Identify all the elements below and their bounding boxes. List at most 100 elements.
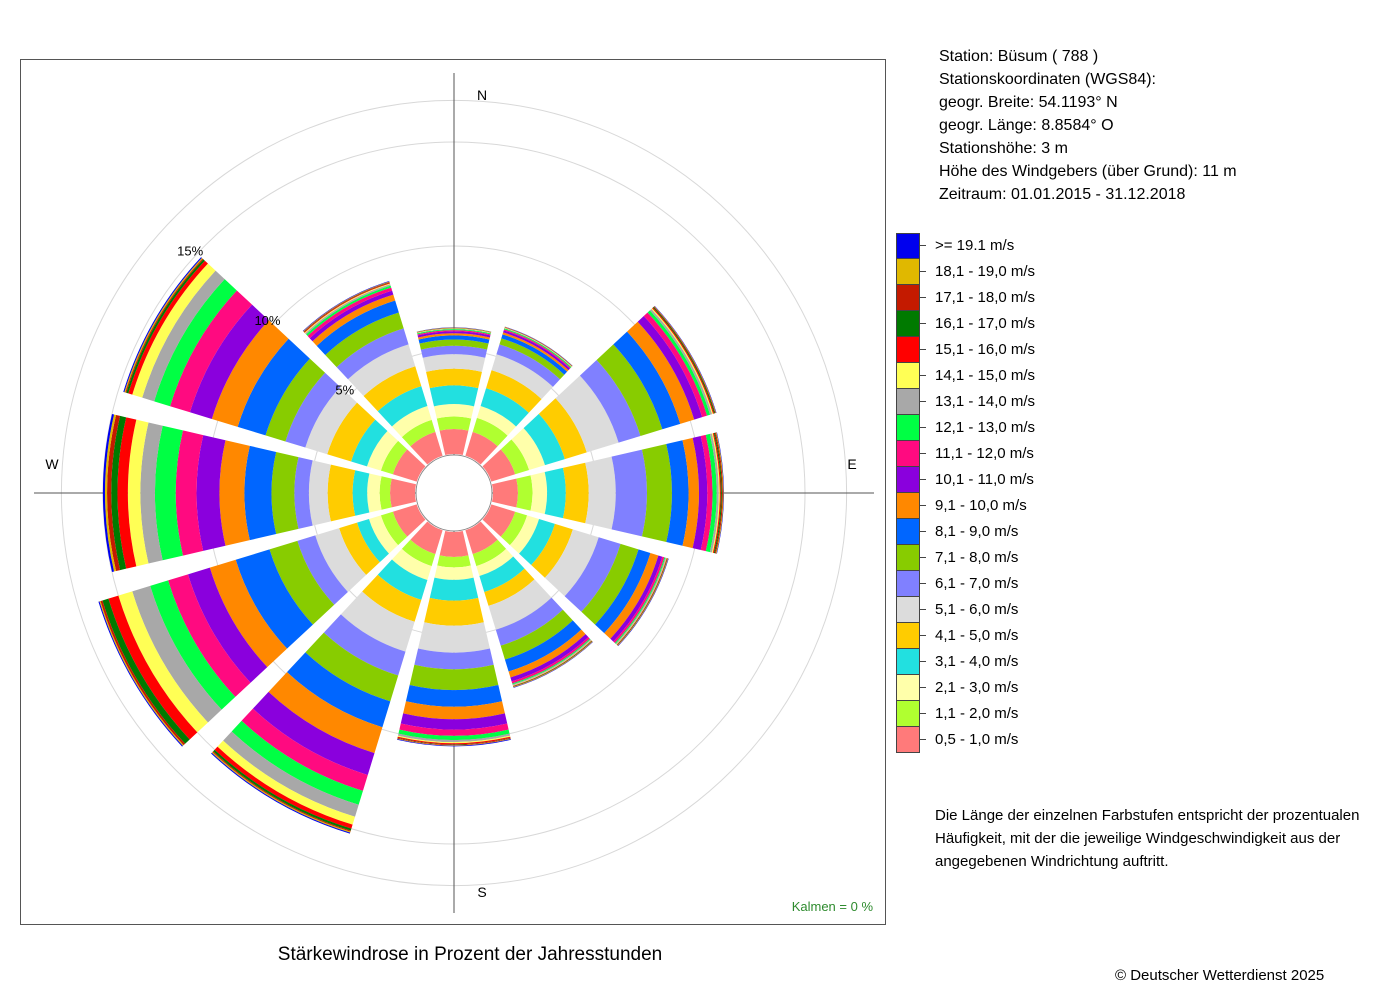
sector-segment — [530, 472, 548, 514]
legend-item: 15,1 - 16,0 m/s — [896, 337, 1036, 363]
legend-tick — [920, 635, 926, 636]
sector-segment — [154, 279, 237, 407]
sector-segment — [397, 736, 511, 745]
sector-segment — [397, 735, 511, 744]
sector-segment — [705, 433, 717, 553]
sector-segment — [392, 449, 426, 482]
sector-segment — [403, 701, 505, 720]
sector-segment — [613, 331, 681, 430]
sector-segment — [305, 632, 399, 702]
sector-segment — [391, 548, 432, 581]
sector-segment — [363, 366, 422, 412]
sector-segment — [711, 433, 720, 553]
sector-segment — [409, 664, 499, 691]
sector-segment — [484, 568, 535, 606]
sector-segment — [499, 338, 565, 380]
sector-segment — [347, 344, 416, 397]
sector-segment — [426, 368, 482, 389]
sector-segment — [486, 370, 542, 413]
legend-swatch — [896, 415, 920, 441]
legend-swatch — [896, 727, 920, 753]
sector-segment — [500, 511, 528, 546]
sector-segment — [480, 388, 529, 427]
sector-segment — [666, 440, 689, 546]
sector-segment — [417, 328, 491, 334]
sector-segment — [111, 415, 127, 571]
sector-segment — [399, 723, 509, 736]
sector-segment — [108, 595, 198, 740]
direction-label: W — [45, 456, 59, 472]
ring-label: 15% — [177, 243, 203, 258]
coords-heading: Stationskoordinaten (WGS84): — [939, 71, 1156, 88]
legend-label: 1,1 - 2,0 m/s — [935, 705, 1019, 722]
legend-tick — [920, 739, 926, 740]
sector-segment — [252, 691, 375, 775]
sector-segment — [219, 440, 250, 546]
sector-segment — [482, 449, 516, 482]
sector-segment — [647, 310, 711, 416]
legend-tick — [920, 505, 926, 506]
sector-segment — [418, 333, 490, 340]
sector-segment — [502, 332, 569, 372]
sector-segment — [294, 457, 313, 529]
legend-label: 4,1 - 5,0 m/s — [935, 627, 1019, 644]
sector-segment — [496, 344, 561, 387]
legend-swatch — [896, 597, 920, 623]
legend-swatch — [896, 493, 920, 519]
sector-segment — [128, 260, 208, 395]
sector-segment — [105, 414, 117, 572]
sector-segment — [312, 294, 396, 346]
sector-segment — [581, 543, 639, 625]
latitude: geogr. Breite: 54.1193° N — [939, 94, 1118, 111]
sector-segment — [482, 504, 516, 537]
sector-segment — [397, 733, 511, 743]
sector-segment — [627, 321, 695, 424]
legend-tick — [920, 687, 926, 688]
sector-segment — [433, 404, 475, 419]
sector-segment — [391, 405, 432, 438]
sector-segment — [168, 574, 251, 697]
sector-segment — [492, 478, 518, 508]
legend-swatch — [896, 519, 920, 545]
sector-segment — [643, 312, 708, 418]
legend-tick — [920, 713, 926, 714]
wind-rose-plot: 5% 10% 15% N E S W Kalmen = 0 % — [20, 59, 886, 925]
sector-segment — [510, 634, 589, 682]
longitude: geogr. Länge: 8.8584° O — [939, 117, 1114, 134]
legend-swatch — [896, 363, 920, 389]
legend-item: 5,1 - 6,0 m/s — [896, 597, 1036, 623]
legend-label: 6,1 - 7,0 m/s — [935, 575, 1019, 592]
sector-segment — [416, 328, 492, 333]
sector-segment — [538, 398, 587, 460]
sector-segment — [637, 316, 703, 420]
sector-segment — [397, 738, 511, 746]
sector-segment — [400, 713, 508, 730]
legend-swatch — [896, 337, 920, 363]
sector-segment — [209, 559, 288, 668]
sector-segment — [397, 737, 511, 745]
sector-segment — [716, 432, 724, 554]
sector-segment — [150, 580, 236, 710]
sector-segment — [352, 470, 370, 516]
sector-segment — [491, 354, 553, 400]
sector-segment — [436, 416, 472, 431]
elevation: Stationshöhe: 3 m — [939, 140, 1068, 157]
sector-segment — [357, 518, 389, 563]
sector-segment — [380, 440, 408, 475]
sector-segment — [585, 456, 616, 530]
sector-segment — [472, 417, 508, 447]
sector-segment — [340, 591, 415, 652]
sector-segment — [476, 548, 514, 577]
sector-segment — [379, 476, 392, 510]
sector-segment — [127, 419, 149, 567]
sector-segment — [297, 535, 348, 605]
sector-segment — [422, 354, 486, 372]
sector-segment — [390, 478, 416, 508]
sector-segment — [420, 345, 488, 358]
sector-segment — [170, 290, 253, 413]
sector-segment — [465, 521, 498, 555]
sector-segment — [223, 731, 359, 817]
sector-segment — [401, 539, 436, 567]
legend-tick — [920, 479, 926, 480]
sector-segment — [271, 451, 299, 535]
